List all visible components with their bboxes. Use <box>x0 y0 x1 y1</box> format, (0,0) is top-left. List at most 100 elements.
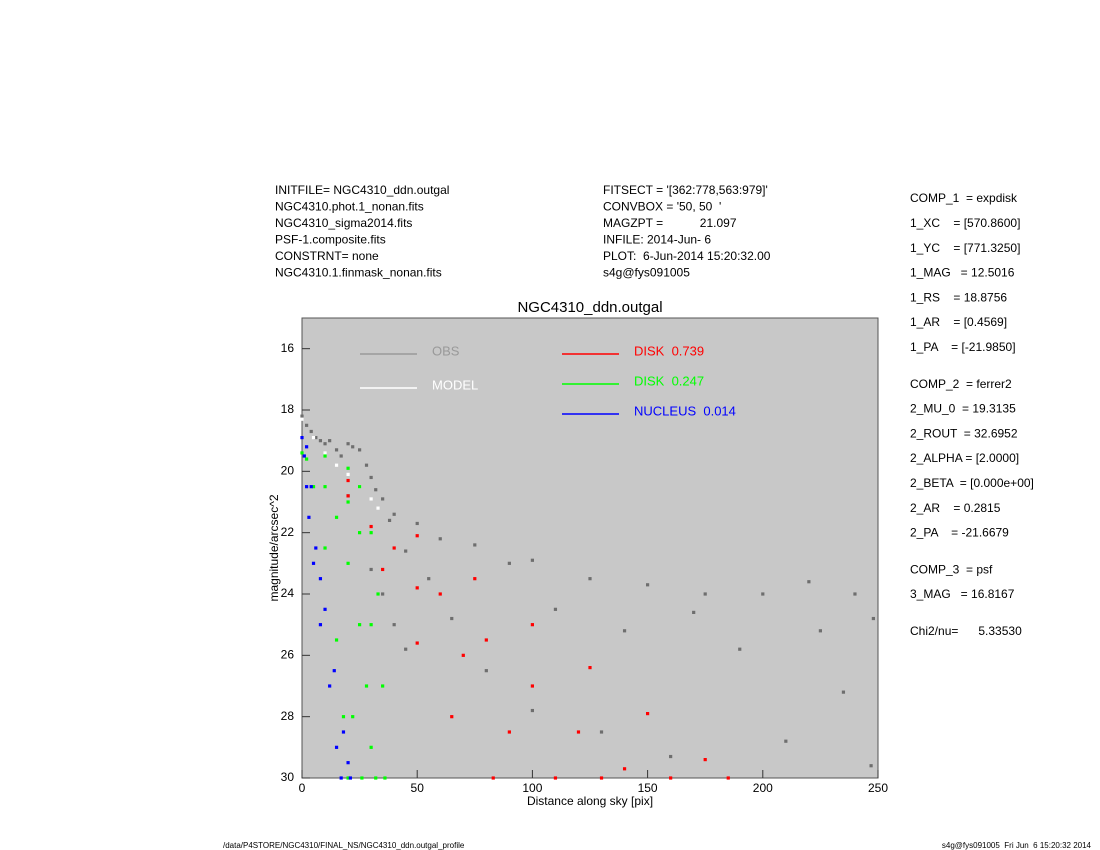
plot-area <box>301 317 879 779</box>
data-point <box>341 715 346 719</box>
data-point <box>305 423 309 427</box>
data-point <box>346 442 350 446</box>
param-line: 1_RS = 18.8756 <box>910 290 1007 304</box>
y-tick-label: 18 <box>281 402 295 416</box>
data-point <box>461 653 465 657</box>
data-point <box>387 518 392 522</box>
chart-title: NGC4310_ddn.outgal <box>517 299 662 316</box>
param-line: 1_AR = [0.4569] <box>910 315 1007 329</box>
data-point <box>300 451 304 455</box>
data-point <box>392 546 396 550</box>
data-point <box>307 515 311 519</box>
data-point <box>404 549 408 553</box>
data-point <box>348 776 352 780</box>
data-point <box>427 577 431 581</box>
data-point <box>328 439 332 443</box>
data-point <box>358 448 362 452</box>
data-point <box>300 417 304 421</box>
data-point <box>784 739 788 743</box>
param-line: 2_MU_0 = 19.3135 <box>910 402 1016 416</box>
data-point <box>646 583 650 587</box>
header-line: CONSTRNT= none <box>275 249 379 263</box>
data-point <box>726 776 730 780</box>
param-line: 2_AR = 0.2815 <box>910 501 1001 515</box>
data-point <box>364 684 369 688</box>
data-point <box>484 638 488 642</box>
param-line: 2_ALPHA = [2.0000] <box>910 451 1019 465</box>
data-point <box>703 592 707 596</box>
data-point <box>853 592 857 596</box>
data-point <box>318 577 323 581</box>
legend-label: MODEL <box>432 377 478 392</box>
header-line: PSF-1.composite.fits <box>275 233 386 247</box>
data-point <box>530 684 534 688</box>
data-point <box>334 463 339 467</box>
data-point <box>392 623 396 627</box>
data-point <box>334 448 339 452</box>
data-point <box>305 457 309 461</box>
data-point <box>360 776 364 780</box>
data-point <box>622 629 627 633</box>
data-point <box>314 546 318 550</box>
data-point <box>323 607 327 611</box>
data-point <box>369 623 373 627</box>
param-line: COMP_2 = ferrer2 <box>910 377 1012 391</box>
data-point <box>404 647 408 651</box>
data-point <box>588 577 592 581</box>
data-point <box>300 436 304 440</box>
data-point <box>369 497 373 501</box>
data-point <box>381 592 385 596</box>
param-line: 1_PA = [-21.9850] <box>910 340 1016 354</box>
data-point <box>323 454 327 458</box>
legend-label: DISK 0.247 <box>634 373 704 388</box>
data-point <box>323 546 327 550</box>
data-point <box>334 745 339 749</box>
data-point <box>415 521 419 526</box>
data-point <box>588 666 592 670</box>
y-tick-label: 30 <box>281 770 295 784</box>
data-point <box>351 445 355 449</box>
data-point <box>553 607 558 611</box>
param-line: 1_XC = [570.8600] <box>910 216 1020 230</box>
x-tick-label: 50 <box>411 781 425 795</box>
data-point <box>369 531 373 535</box>
data-point <box>346 472 350 476</box>
data-point <box>323 485 327 489</box>
data-point <box>374 776 378 780</box>
x-tick-label: 150 <box>638 781 658 795</box>
legend-label: DISK 0.739 <box>634 343 704 358</box>
header-line: NGC4310_sigma2014.fits <box>275 216 412 230</box>
data-point <box>415 534 419 538</box>
data-point <box>669 754 673 759</box>
y-tick-label: 28 <box>281 709 295 723</box>
data-point <box>438 592 442 596</box>
data-point <box>438 537 442 541</box>
data-point <box>369 475 373 480</box>
data-point <box>738 647 742 651</box>
data-point <box>358 531 362 535</box>
data-point <box>761 592 765 596</box>
data-point <box>358 623 362 627</box>
data-point <box>646 712 650 716</box>
data-point <box>599 776 604 780</box>
data-point <box>622 767 627 771</box>
data-point <box>346 761 350 765</box>
data-point <box>374 488 378 492</box>
data-point <box>351 715 355 719</box>
y-axis-label: magnitude/arcsec^2 <box>267 494 281 601</box>
data-point <box>415 641 419 645</box>
legend-label: OBS <box>432 343 460 358</box>
legend-label: NUCLEUS 0.014 <box>634 403 736 418</box>
data-point <box>392 512 396 516</box>
data-point <box>841 690 846 694</box>
y-tick-label: 26 <box>281 648 295 662</box>
header-line: PLOT: 6-Jun-2014 15:20:32.00 <box>603 249 771 263</box>
data-point <box>818 629 822 633</box>
param-line: 1_MAG = 12.5016 <box>910 266 1015 280</box>
header-line: INITFILE= NGC4310_ddn.outgal <box>275 183 449 197</box>
header-line: NGC4310.phot.1_nonan.fits <box>275 200 424 214</box>
data-point <box>376 592 380 596</box>
data-point <box>576 730 581 734</box>
data-point <box>323 451 327 455</box>
